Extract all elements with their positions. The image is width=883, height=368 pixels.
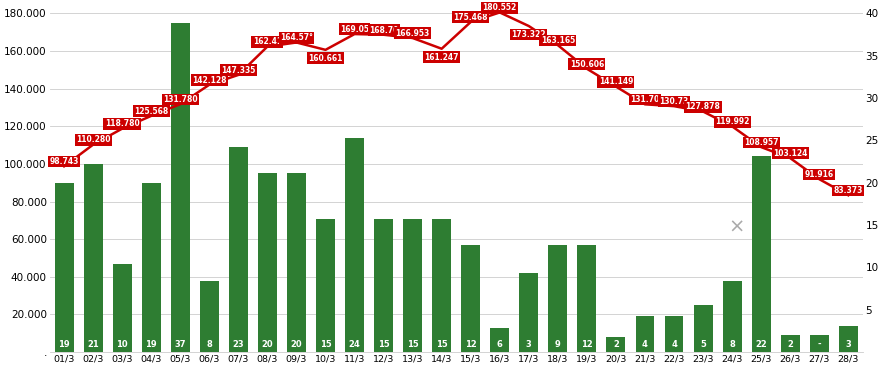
Bar [316, 219, 335, 352]
Text: 130.73: 130.73 [660, 97, 689, 106]
Text: 15: 15 [378, 340, 389, 349]
Bar [461, 245, 480, 352]
Text: 10: 10 [117, 340, 128, 349]
Text: 24: 24 [349, 340, 360, 349]
Text: 3: 3 [845, 340, 851, 349]
Text: 83.373: 83.373 [834, 186, 863, 195]
Bar [636, 316, 654, 352]
Text: 8: 8 [729, 340, 735, 349]
Text: 108.957: 108.957 [743, 138, 779, 147]
Text: -: - [818, 340, 821, 349]
Text: 142.128: 142.128 [192, 75, 227, 85]
Text: 168.70: 168.70 [369, 25, 398, 35]
Bar [665, 316, 683, 352]
Text: 110.280: 110.280 [76, 135, 110, 144]
Bar [548, 245, 567, 352]
Bar [577, 245, 596, 352]
Text: 147.335: 147.335 [221, 66, 255, 75]
Text: 125.568: 125.568 [134, 107, 169, 116]
Text: 131.780: 131.780 [163, 95, 198, 104]
Text: 180.552: 180.552 [483, 3, 517, 12]
Bar [432, 219, 451, 352]
Text: 37: 37 [175, 340, 186, 349]
Text: 15: 15 [436, 340, 448, 349]
Bar [345, 138, 364, 352]
Bar [229, 147, 248, 352]
Text: 164.57°: 164.57° [280, 33, 313, 42]
Text: 12: 12 [581, 340, 592, 349]
Text: 15: 15 [407, 340, 419, 349]
Text: 3: 3 [526, 340, 532, 349]
Text: 8: 8 [207, 340, 212, 349]
Text: 173.322: 173.322 [511, 30, 546, 39]
Text: 21: 21 [87, 340, 99, 349]
Bar [781, 335, 800, 352]
Bar [287, 173, 306, 352]
Bar [142, 183, 161, 352]
Text: 15: 15 [320, 340, 331, 349]
Text: 2: 2 [788, 340, 793, 349]
Bar [490, 328, 509, 352]
Text: 175.468: 175.468 [454, 13, 488, 22]
Bar [84, 164, 102, 352]
Text: 19: 19 [146, 340, 157, 349]
Text: 5: 5 [700, 340, 706, 349]
Text: 20: 20 [261, 340, 273, 349]
Text: 4: 4 [642, 340, 648, 349]
Text: 22: 22 [755, 340, 767, 349]
Text: 119.992: 119.992 [715, 117, 750, 126]
Text: 141.149: 141.149 [599, 77, 633, 86]
Text: 163.165: 163.165 [540, 36, 575, 45]
Bar [694, 305, 713, 352]
Bar [55, 183, 73, 352]
Text: 20: 20 [291, 340, 302, 349]
Text: 161.247: 161.247 [425, 53, 459, 62]
Bar [810, 335, 828, 352]
Text: 12: 12 [464, 340, 477, 349]
Bar [404, 219, 422, 352]
Text: 9: 9 [555, 340, 561, 349]
Text: 150.606: 150.606 [570, 60, 604, 68]
Text: 131.70: 131.70 [630, 95, 660, 104]
Text: 2: 2 [613, 340, 619, 349]
Bar [258, 173, 277, 352]
Text: 23: 23 [232, 340, 245, 349]
Text: 118.780: 118.780 [105, 120, 140, 128]
Text: 166.953: 166.953 [396, 29, 430, 38]
Bar [519, 273, 539, 352]
Bar [200, 280, 219, 352]
Text: 6: 6 [497, 340, 502, 349]
Text: 4: 4 [671, 340, 677, 349]
Text: 162.41: 162.41 [253, 38, 282, 46]
Bar [374, 219, 393, 352]
Text: 91.916: 91.916 [804, 170, 834, 179]
Text: 19: 19 [58, 340, 70, 349]
Bar [607, 337, 625, 352]
Bar [751, 156, 771, 352]
Bar [722, 280, 742, 352]
Text: 169.05: 169.05 [340, 25, 369, 34]
Bar [839, 326, 857, 352]
Text: 160.661: 160.661 [308, 54, 343, 63]
Text: 127.878: 127.878 [685, 102, 721, 111]
Bar [113, 263, 132, 352]
Text: ×: × [728, 217, 745, 236]
Text: 103.124: 103.124 [773, 149, 807, 158]
Text: 98.743: 98.743 [49, 157, 79, 166]
Bar [170, 23, 190, 352]
